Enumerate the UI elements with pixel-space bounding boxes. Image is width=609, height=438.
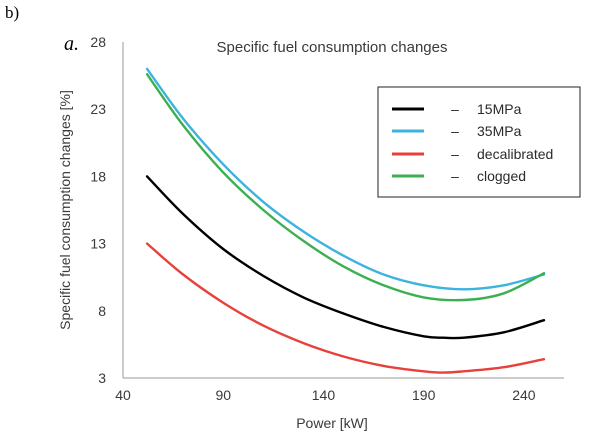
legend-dash: – xyxy=(451,168,459,184)
legend: – 15MPa – 35MPa – decalibrated – clogged xyxy=(377,86,581,198)
y-tick-label: 28 xyxy=(90,34,106,50)
x-tick-label: 90 xyxy=(215,387,231,403)
series-line-35mpa xyxy=(145,67,546,291)
series-line-clogged xyxy=(145,73,546,302)
legend-dash: – xyxy=(451,146,459,162)
legend-dash: – xyxy=(451,123,459,139)
x-tick-label: 40 xyxy=(115,387,131,403)
y-tick-labels: 3 8 13 18 23 28 xyxy=(90,34,106,386)
series-line-15mpa xyxy=(145,175,546,340)
y-tick-label: 3 xyxy=(98,370,106,386)
series-layer xyxy=(145,67,546,374)
x-tick-label: 240 xyxy=(512,387,536,403)
y-tick-label: 18 xyxy=(90,168,106,184)
x-tick-labels: 40 90 140 190 240 xyxy=(115,387,536,403)
legend-box xyxy=(377,86,581,198)
y-tick-label: 23 xyxy=(90,101,106,117)
x-axis-title: Power [kW] xyxy=(296,415,368,431)
y-tick-label: 8 xyxy=(98,303,106,319)
y-tick-label: 13 xyxy=(90,236,106,252)
legend-label: 15MPa xyxy=(477,101,522,117)
chart-title: Specific fuel consumption changes xyxy=(217,39,448,56)
series-line-decalibrated xyxy=(145,242,546,374)
legend-label: 35MPa xyxy=(477,123,522,139)
x-tick-label: 190 xyxy=(412,387,436,403)
legend-label: decalibrated xyxy=(477,146,553,162)
chart-label: a. xyxy=(64,33,79,55)
y-axis-title: Specific fuel consumption changes [%] xyxy=(57,90,73,330)
axes xyxy=(122,42,564,379)
panel-label: b) xyxy=(5,3,19,22)
x-tick-label: 140 xyxy=(312,387,336,403)
legend-label: clogged xyxy=(477,168,526,184)
legend-dash: – xyxy=(451,101,459,117)
